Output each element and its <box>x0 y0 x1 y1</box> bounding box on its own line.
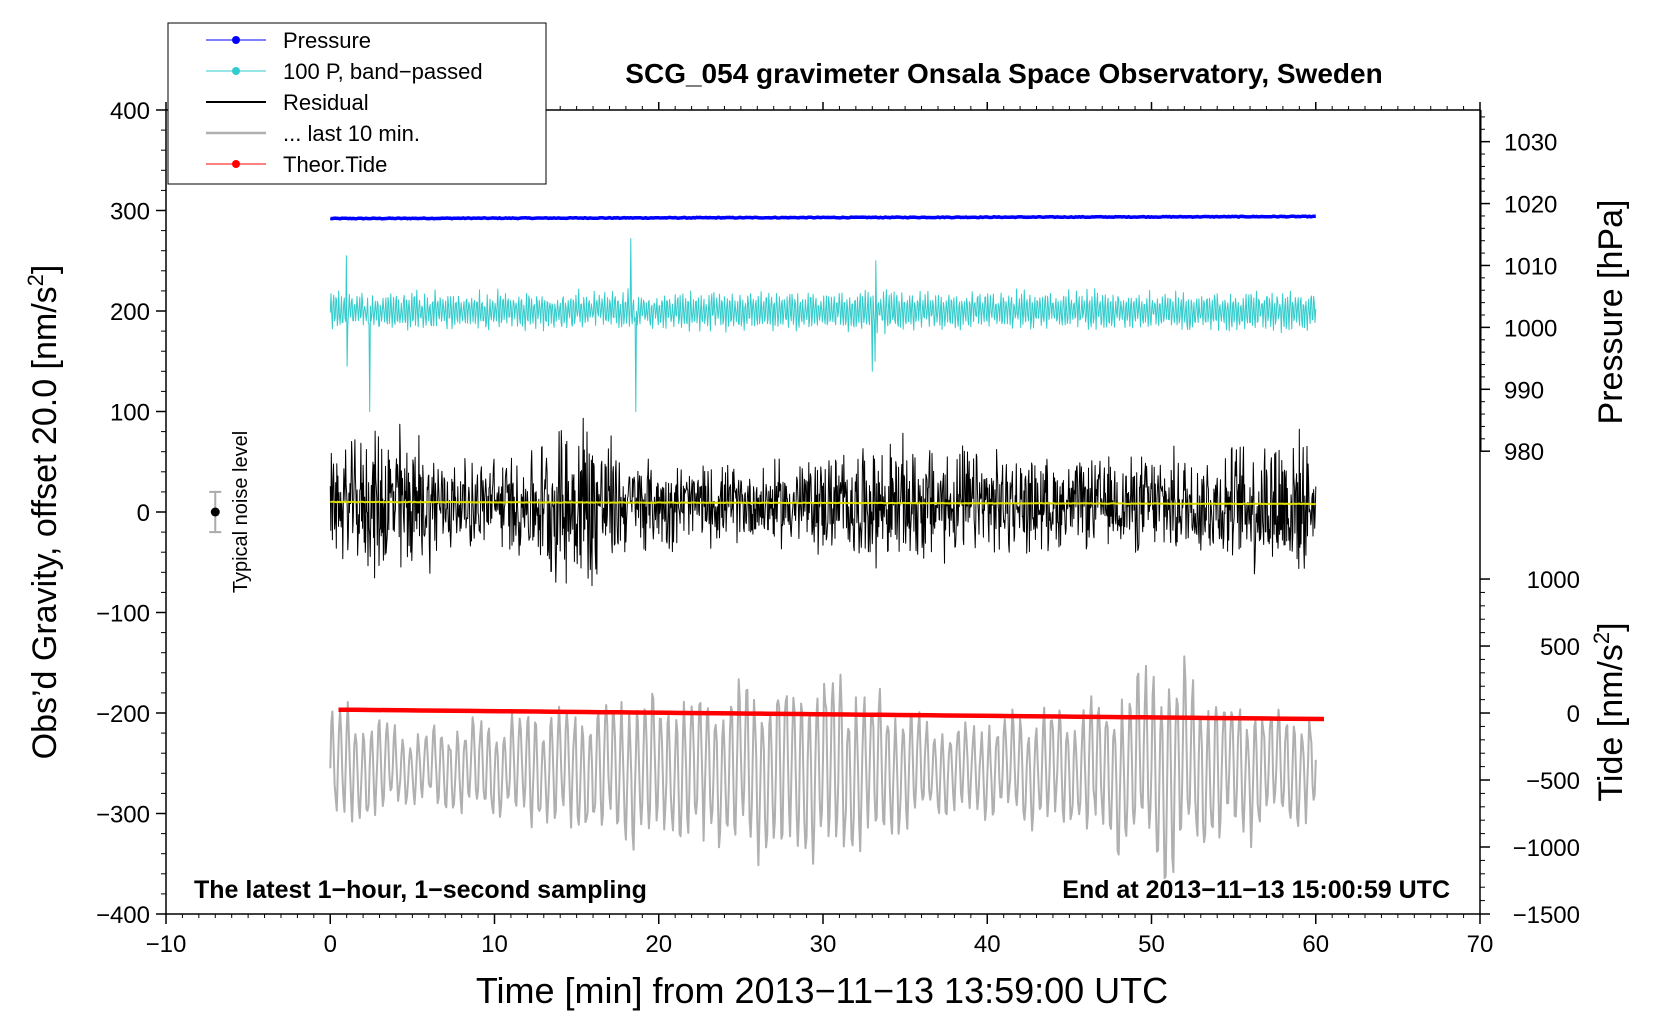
x-tick-label: 70 <box>1467 931 1494 958</box>
legend-marker <box>232 36 240 44</box>
noise-level-marker <box>209 490 222 534</box>
legend-box <box>167 22 547 185</box>
annotation-sampling: The latest 1−hour, 1−second sampling <box>194 876 647 904</box>
legend-label: 100 P, band−passed <box>283 59 483 84</box>
tide-tick-label: 0 <box>1567 701 1580 728</box>
tide-tick-label: 500 <box>1540 634 1580 661</box>
y-tick-label: 100 <box>110 400 150 427</box>
pressure-tick-label: 980 <box>1504 439 1544 466</box>
pressure-tick-label: 990 <box>1504 377 1544 404</box>
tide-tick-label: −1500 <box>1513 902 1580 929</box>
y-axis-label-pressure: Pressure [hPa] <box>1592 200 1630 425</box>
y-tick-label: 200 <box>110 299 150 326</box>
series-residual-mean <box>330 500 1317 506</box>
y-tick-label: 300 <box>110 199 150 226</box>
series-pressure <box>329 214 1316 221</box>
y-tick-label: −400 <box>96 902 150 929</box>
legend-marker <box>232 67 240 75</box>
tide-axis-ticks: −1500 −1000 −500 0 500 1000 <box>1480 567 1580 929</box>
pressure-tick-label: 1010 <box>1504 253 1557 280</box>
legend-label: Residual <box>283 90 369 115</box>
legend-label: Theor.Tide <box>283 152 387 177</box>
legend-label: ... last 10 min. <box>283 121 420 146</box>
series-last-10-min <box>329 655 1317 880</box>
x-tick-label: −10 <box>146 931 187 958</box>
series-theor-tide <box>338 707 1325 722</box>
x-tick-label: 10 <box>481 931 508 958</box>
x-tick-label: 30 <box>810 931 837 958</box>
pressure-tick-label: 1020 <box>1504 192 1557 219</box>
y-axis-label-tide: Tide [nm/s2] <box>1589 622 1630 801</box>
tide-tick-label: 1000 <box>1527 567 1580 594</box>
y-axis-label-main-end: ] <box>26 265 64 274</box>
y-axis-label-tide-text: Tide [nm/s <box>1592 644 1630 801</box>
pressure-tick-label: 1030 <box>1504 130 1557 157</box>
tide-tick-label: −500 <box>1526 768 1580 795</box>
series-residual <box>329 417 1317 587</box>
pressure-tick-label: 1000 <box>1504 315 1557 342</box>
y-tick-label: −200 <box>96 701 150 728</box>
series-layer <box>329 214 1325 880</box>
noise-point <box>210 507 220 517</box>
annotation-end-time: End at 2013−11−13 15:00:59 UTC <box>1062 876 1450 904</box>
y-tick-label: −100 <box>96 601 150 628</box>
y-tick-label: −300 <box>96 802 150 829</box>
legend-marker <box>232 160 240 168</box>
noise-level-label: Typical noise level <box>230 431 252 593</box>
legend-label: Pressure <box>283 28 371 53</box>
x-tick-label: 20 <box>645 931 672 958</box>
y-axis-label-main: Obs’d Gravity, offset 20.0 [nm/s2] <box>23 265 64 760</box>
x-tick-label: 60 <box>1302 931 1329 958</box>
y-axis-label-main-sup: 2 <box>23 274 48 286</box>
chart-title: SCG_054 gravimeter Onsala Space Observat… <box>625 58 1382 89</box>
x-axis-ticks: −10 0 10 20 30 40 50 60 70 <box>146 102 1494 958</box>
y-tick-label: 0 <box>137 500 150 527</box>
y-tick-label: 400 <box>110 98 150 125</box>
pressure-axis-ticks: 980 990 1000 1010 1020 1030 <box>1480 110 1557 466</box>
x-tick-label: 50 <box>1138 931 1165 958</box>
legend: Pressure 100 P, band−passed Residual ... la… <box>167 22 547 185</box>
series-band-passed-pressure <box>329 238 1317 412</box>
y-axis-label-main-text: Obs’d Gravity, offset 20.0 [nm/s <box>26 286 64 759</box>
x-tick-label: 0 <box>324 931 337 958</box>
tide-tick-label: −1000 <box>1513 835 1580 862</box>
x-axis-label: Time [min] from 2013−11−13 13:59:00 UTC <box>476 970 1168 1011</box>
y-axis-ticks: −400 −300 −200 −100 0 100 200 300 400 <box>96 98 166 929</box>
y-axis-label-tide-end: ] <box>1592 622 1630 631</box>
x-tick-label: 40 <box>974 931 1001 958</box>
y-axis-label-tide-sup: 2 <box>1589 632 1614 644</box>
